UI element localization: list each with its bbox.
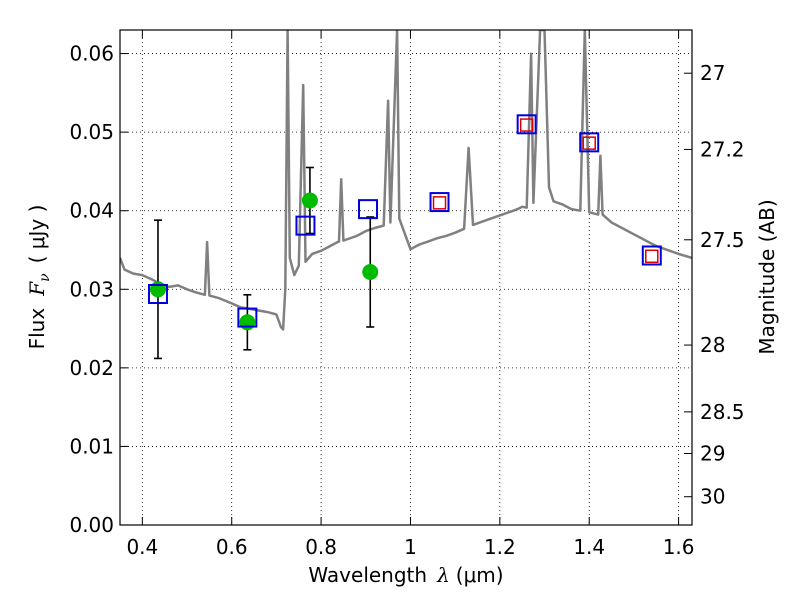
blue-square-marker: [147, 284, 168, 304]
observed-point: [301, 192, 318, 209]
marker-layer: [147, 114, 662, 360]
y-tick-label: 0.00: [69, 513, 114, 537]
blue-square-marker: [579, 132, 600, 153]
observed-point: [362, 264, 379, 280]
y-tick-label: 0.03: [69, 277, 114, 301]
plot-area: [120, 30, 692, 525]
x-tick-label: 1.6: [663, 535, 695, 559]
y-tick-label: 0.05: [69, 120, 114, 144]
red-square-marker: [432, 196, 447, 210]
x-tick-label: 0.4: [126, 535, 158, 559]
series-layer: [120, 30, 692, 331]
red-square-marker: [645, 249, 659, 264]
blue-square-marker: [237, 307, 258, 328]
y-tick-label: 0.01: [69, 434, 114, 458]
right-axis-title: Magnitude (AB): [755, 199, 779, 354]
right-tick-label: 27.5: [700, 228, 745, 252]
right-tick-label: 27.2: [700, 137, 745, 161]
blue-square-marker: [429, 192, 450, 213]
y-axis-title-unit: ( μJy ): [25, 205, 49, 264]
y-axis-title-symbol: F: [25, 281, 49, 297]
blue-square-marker: [516, 114, 537, 135]
y-axis-title-prefix: Flux: [25, 308, 49, 350]
right-tick-label: 28.5: [700, 400, 745, 424]
y-axis-title-sub: ν: [37, 273, 53, 282]
x-axis-title-unit: (μm): [456, 563, 504, 587]
plot-frame: [119, 29, 693, 526]
right-tick-label: 30: [700, 485, 725, 509]
x-tick-label: 0.8: [305, 535, 337, 559]
x-tick-label: 1.4: [573, 535, 605, 559]
red-square-marker: [519, 118, 534, 132]
y-tick-label: 0.02: [69, 356, 114, 380]
right-tick-label: 29: [700, 442, 725, 466]
right-tick-label: 28: [700, 333, 725, 357]
model-spectrum-line: [120, 30, 692, 331]
x-axis-title: Wavelength λ (μm): [308, 563, 503, 587]
x-axis-title-symbol: λ: [436, 563, 450, 587]
red-square-marker: [582, 136, 596, 150]
blue-square-marker: [295, 215, 316, 236]
blue-square-marker: [358, 199, 379, 220]
blue-square-marker: [641, 245, 662, 266]
right-tick-label: 27: [700, 61, 725, 85]
y-axis-title: Flux Fν ( μJy ): [25, 205, 53, 350]
x-tick-label: 1.2: [484, 535, 516, 559]
x-axis-title-prefix: Wavelength: [308, 563, 427, 587]
x-tick-label: 1: [404, 535, 417, 559]
y-tick-label: 0.06: [69, 42, 114, 66]
y-tick-label: 0.04: [69, 199, 114, 223]
tick-layer: 0.4 0.6 0.8 1 1.2 1.4 1.6 0.00 0.01 0.02 0.03 0.04 0…: [69, 30, 745, 559]
x-tick-label: 0.6: [216, 535, 248, 559]
